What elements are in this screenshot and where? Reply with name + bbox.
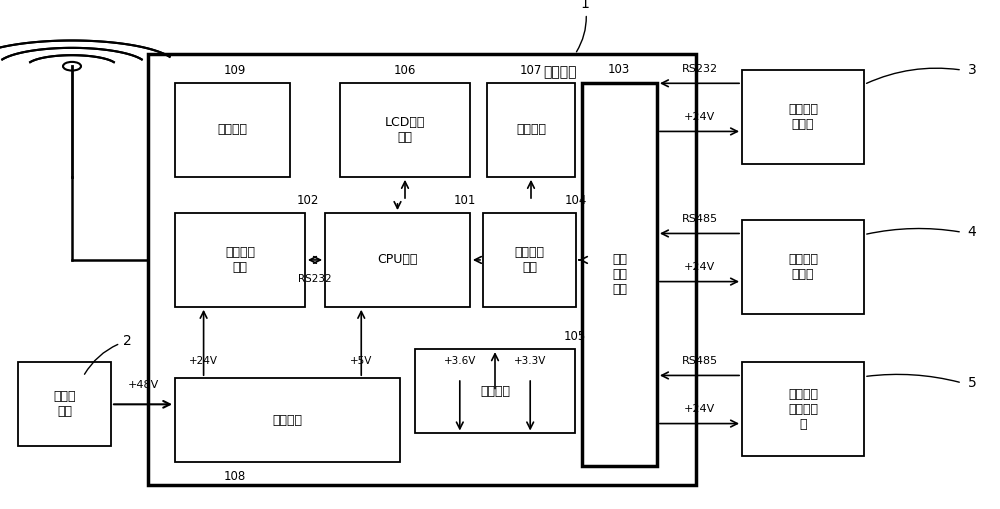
- Text: LCD显示
模块: LCD显示 模块: [385, 116, 425, 144]
- Text: 5: 5: [968, 376, 976, 390]
- Bar: [175, 83, 290, 177]
- Bar: [175, 213, 305, 307]
- Bar: [340, 83, 470, 177]
- Text: RS232: RS232: [681, 64, 718, 74]
- Bar: [483, 213, 576, 307]
- Text: RS485: RS485: [681, 214, 718, 224]
- Text: 路表路况
检测仳: 路表路况 检测仳: [788, 253, 818, 281]
- Text: 109: 109: [224, 64, 246, 76]
- Bar: [742, 362, 864, 456]
- Text: 时钟模块: 时钟模块: [217, 124, 247, 136]
- Text: 无线通信
模块: 无线通信 模块: [225, 246, 255, 274]
- Text: +3.3V: +3.3V: [514, 356, 546, 366]
- Text: 105: 105: [564, 330, 586, 343]
- Bar: [742, 220, 864, 314]
- Text: 气象数据
采集仳: 气象数据 采集仳: [788, 103, 818, 131]
- Text: 106: 106: [394, 64, 416, 76]
- Text: RS485: RS485: [681, 356, 718, 366]
- Bar: [175, 378, 400, 462]
- Bar: [415, 349, 575, 434]
- Text: 主控制器: 主控制器: [543, 66, 577, 79]
- Text: +24V: +24V: [684, 262, 715, 272]
- Text: 信号调理
模块: 信号调理 模块: [514, 246, 544, 274]
- Text: +24V: +24V: [684, 404, 715, 414]
- Text: 远程高分
激光摄像
机: 远程高分 激光摄像 机: [788, 388, 818, 431]
- Text: 4: 4: [968, 225, 976, 239]
- Text: +3.6V: +3.6V: [444, 356, 476, 366]
- Text: 太阳能
电池: 太阳能 电池: [53, 390, 76, 418]
- Text: +48V: +48V: [127, 380, 159, 390]
- Text: 102: 102: [297, 193, 319, 207]
- Bar: [18, 362, 111, 446]
- Bar: [487, 83, 575, 177]
- Text: +5V: +5V: [350, 356, 372, 366]
- Text: 104: 104: [565, 193, 587, 207]
- Text: +24V: +24V: [684, 112, 715, 122]
- Text: +24V: +24V: [189, 356, 218, 366]
- Text: 3: 3: [968, 63, 976, 77]
- Text: 2: 2: [84, 334, 132, 374]
- Text: 按键模块: 按键模块: [516, 124, 546, 136]
- Bar: [742, 70, 864, 164]
- Text: RS232: RS232: [298, 274, 332, 284]
- Text: 电源模块: 电源模块: [272, 414, 302, 427]
- Bar: [325, 213, 470, 307]
- Text: 1: 1: [576, 0, 589, 52]
- Text: 101: 101: [454, 193, 476, 207]
- Text: 108: 108: [224, 470, 246, 483]
- Text: 103: 103: [608, 63, 630, 76]
- Text: CPU模块: CPU模块: [377, 253, 418, 266]
- Text: 107: 107: [520, 64, 542, 76]
- Bar: [148, 54, 696, 485]
- Bar: [582, 83, 657, 466]
- Text: 外设
接口
模块: 外设 接口 模块: [612, 253, 627, 296]
- Text: 存储模块: 存储模块: [480, 385, 510, 398]
